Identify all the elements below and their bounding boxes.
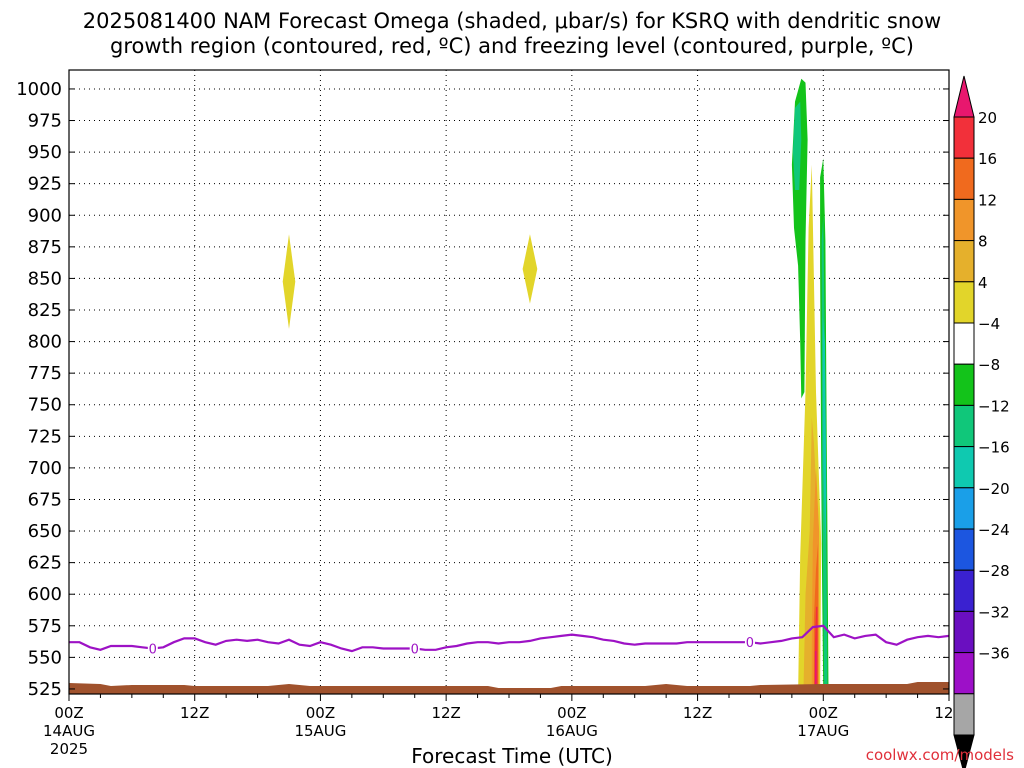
colorbar: 20 16 12 8 4 −4 −8 −12 −16 −20 −24 −28 −32 −36 xyxy=(953,75,1010,768)
freezing-level-layer: 0 0 0 xyxy=(69,624,949,658)
y-tick-label-550: 550 xyxy=(28,647,62,668)
x-tick-date-0: 14AUG xyxy=(43,722,95,740)
omega-negative-8-left xyxy=(792,101,802,190)
colorbar-segment-11 xyxy=(953,528,975,571)
y-tick-label-800: 800 xyxy=(28,332,62,353)
omega-shading-layer xyxy=(282,78,829,694)
y-tick-label-975: 975 xyxy=(28,111,62,132)
freezing-level-label-2: 0 xyxy=(746,636,754,651)
omega-positive-max xyxy=(814,651,817,694)
terrain-surface xyxy=(69,682,949,694)
omega-blob-16aug xyxy=(522,234,538,304)
freezing-level-label-bg-2 xyxy=(744,635,755,650)
x-tick-date-24: 15AUG xyxy=(294,722,346,740)
colorbar-bottom-arrow xyxy=(953,734,975,768)
y-tick-label-775: 775 xyxy=(28,363,62,384)
colorbar-segment-8 xyxy=(953,404,975,448)
colorbar-label-9: −20 xyxy=(978,480,1010,498)
y-tick-label-675: 675 xyxy=(28,489,62,510)
freezing-level-label-1: 0 xyxy=(411,643,419,658)
colorbar-label-6: −8 xyxy=(978,356,1000,374)
chart-title-line-2: growth region (contoured, red, ºC) and f… xyxy=(110,34,914,58)
y-tick-label-650: 650 xyxy=(28,521,62,542)
colorbar-label-13: −36 xyxy=(978,645,1010,663)
x-tick-label-48: 00Z xyxy=(557,704,586,722)
colorbar-label-5: −4 xyxy=(978,315,1000,333)
y-tick-label-700: 700 xyxy=(28,458,62,479)
y-tick-label-875: 875 xyxy=(28,237,62,258)
x-tick-date-72: 17AUG xyxy=(797,722,849,740)
x-tick-year-0: 2025 xyxy=(50,740,88,758)
colorbar-label-11: −28 xyxy=(978,562,1010,580)
colorbar-segment-14 xyxy=(953,652,975,695)
colorbar-segment-7 xyxy=(953,363,975,406)
colorbar-label-0: 20 xyxy=(978,109,997,127)
colorbar-segment-3 xyxy=(953,198,975,242)
y-tick-label-575: 575 xyxy=(28,616,62,637)
chart-title-line-1: 2025081400 NAM Forecast Omega (shaded, μ… xyxy=(82,9,942,33)
y-tick-label-725: 725 xyxy=(28,426,62,447)
y-tick-label-625: 625 xyxy=(28,553,62,574)
colorbar-label-2: 12 xyxy=(978,191,997,209)
colorbar-top-arrow xyxy=(953,75,975,118)
y-tick-label-900: 900 xyxy=(28,205,62,226)
y-tick-label-950: 950 xyxy=(28,142,62,163)
x-axis-title: Forecast Time (UTC) xyxy=(411,744,613,768)
colorbar-segment-6 xyxy=(953,322,975,365)
x-tick-label-36: 12Z xyxy=(431,704,460,722)
colorbar-segment-2 xyxy=(953,157,975,200)
colorbar-segment-10 xyxy=(953,487,975,530)
x-tick-label-60: 12Z xyxy=(683,704,712,722)
freezing-level-label-bg-0 xyxy=(147,641,158,656)
x-tick-label-0: 00Z xyxy=(54,704,83,722)
colorbar-segment-9 xyxy=(953,446,975,489)
y-tick-label-1000: 1000 xyxy=(16,79,62,100)
colorbar-label-12: −32 xyxy=(978,603,1010,621)
colorbar-label-4: 4 xyxy=(978,274,988,292)
x-tick-label-24: 00Z xyxy=(306,704,335,722)
y-tick-label-925: 925 xyxy=(28,174,62,195)
x-tick-label-12: 12Z xyxy=(180,704,209,722)
plot-frame xyxy=(68,69,950,695)
y-tick-label-525: 525 xyxy=(28,679,62,700)
colorbar-segment-4 xyxy=(953,240,975,283)
colorbar-label-3: 8 xyxy=(978,233,988,251)
colorbar-segment-15 xyxy=(953,693,975,736)
omega-blob-15aug xyxy=(282,234,296,329)
x-tick-label-72: 00Z xyxy=(809,704,838,722)
colorbar-segment-5 xyxy=(953,281,975,324)
freezing-level-label-0: 0 xyxy=(149,643,157,658)
y-tick-label-600: 600 xyxy=(28,584,62,605)
freezing-level-contour xyxy=(69,624,949,653)
freezing-level-label-bg-1 xyxy=(409,641,420,656)
colorbar-label-7: −12 xyxy=(978,397,1010,415)
terrain-layer xyxy=(69,682,949,694)
y-tick-label-850: 850 xyxy=(28,268,62,289)
y-tick-label-750: 750 xyxy=(28,395,62,416)
colorbar-label-8: −16 xyxy=(978,439,1010,457)
colorbar-label-1: 16 xyxy=(978,150,997,168)
omega-negative-12-right xyxy=(822,316,827,544)
colorbar-label-10: −24 xyxy=(978,521,1010,539)
x-tick-date-48: 16AUG xyxy=(546,722,598,740)
credit-link[interactable]: coolwx.com/models xyxy=(865,746,1014,764)
y-tick-label-825: 825 xyxy=(28,300,62,321)
colorbar-segment-12 xyxy=(953,569,975,612)
colorbar-segment-13 xyxy=(953,610,975,654)
colorbar-segment-1 xyxy=(953,116,975,159)
